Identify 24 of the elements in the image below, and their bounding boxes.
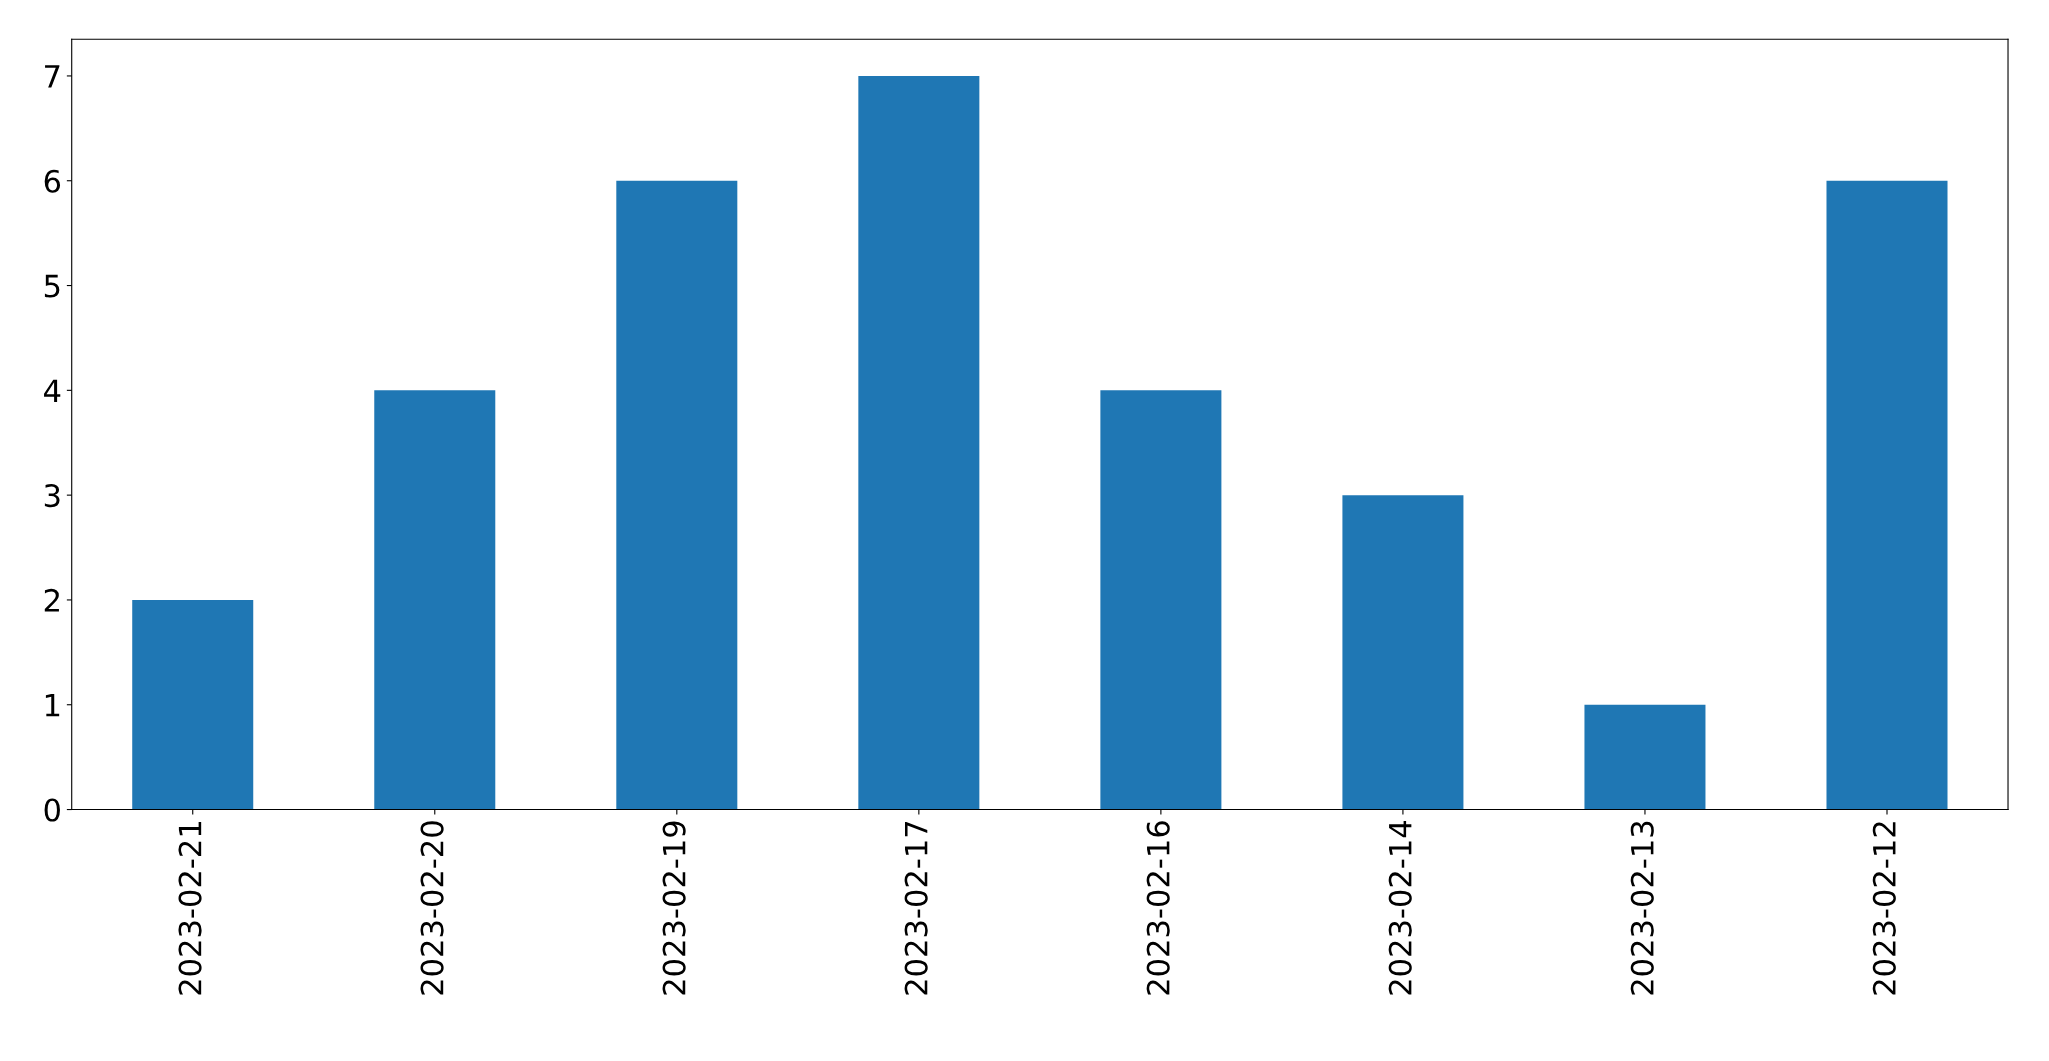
y-tick-label: 4 — [44, 379, 61, 402]
y-tick-label: 3 — [44, 484, 60, 508]
y-tick-label: 7 — [45, 65, 60, 88]
y-tick-label: 5 — [44, 274, 60, 298]
x-tick-label: 2023-02-14 — [1388, 820, 1412, 995]
x-tick-label: 2023-02-19 — [662, 821, 686, 995]
x-tick-label: 2023-02-20 — [420, 821, 444, 995]
y-tick-label: 6 — [44, 169, 61, 193]
y-tick-label: 0 — [44, 798, 60, 822]
x-tick-label: 2023-02-13 — [1630, 821, 1654, 995]
bar — [1826, 180, 1948, 810]
bar — [1342, 495, 1464, 810]
bar — [1584, 704, 1706, 810]
bar — [616, 180, 738, 810]
bar — [374, 390, 496, 810]
bar — [132, 599, 254, 810]
y-tick-label: 1 — [45, 694, 60, 717]
bar — [858, 75, 980, 810]
y-tick-label: 2 — [44, 588, 59, 612]
x-tick-label: 2023-02-16 — [1146, 821, 1170, 995]
x-tick-label: 2023-02-12 — [1872, 822, 1896, 995]
x-tick-label: 2023-02-17 — [904, 821, 928, 995]
x-tick-label: 2023-02-21 — [178, 822, 202, 995]
bar — [1100, 390, 1222, 810]
